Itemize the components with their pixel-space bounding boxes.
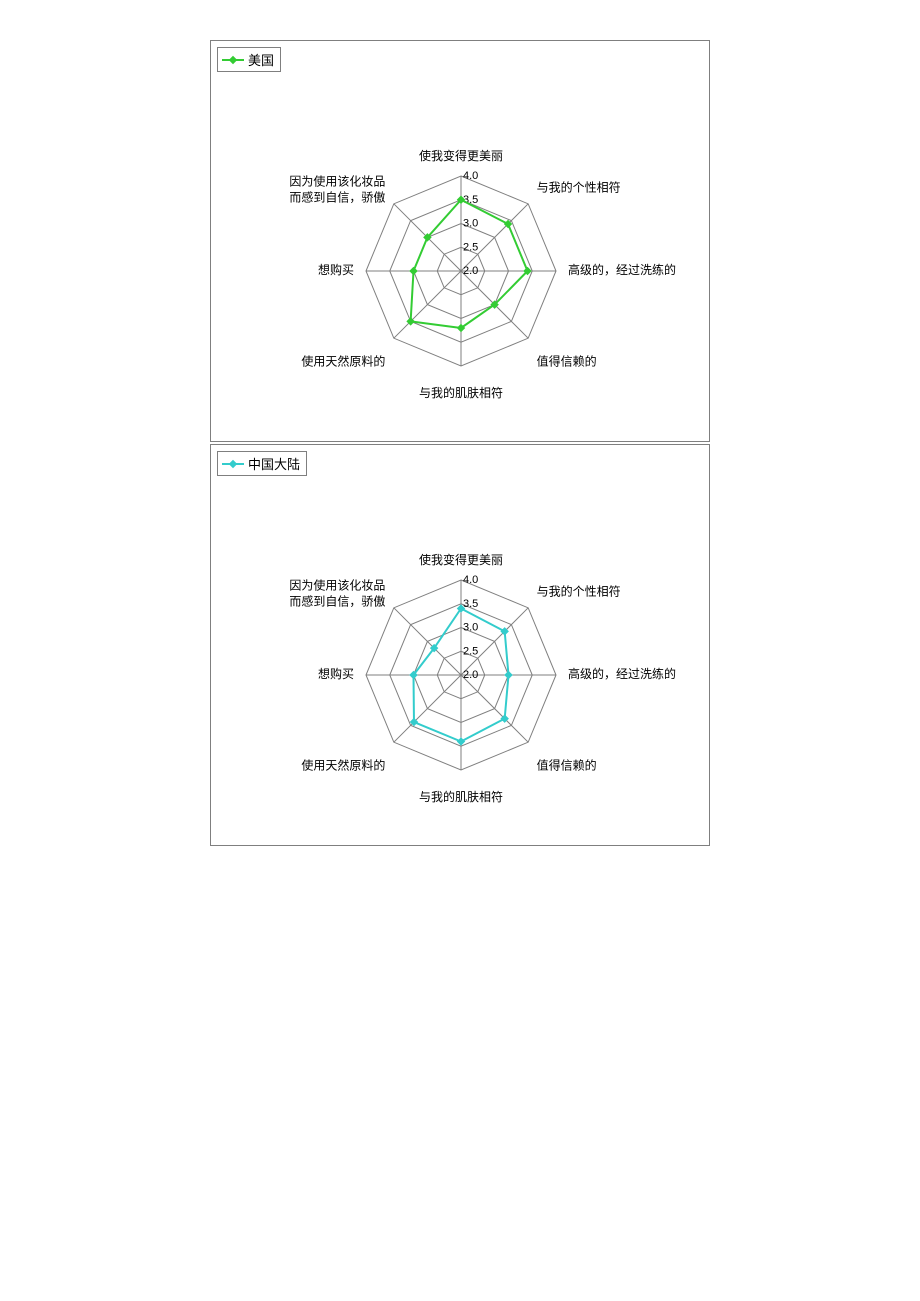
svg-text:3.5: 3.5 (463, 598, 478, 610)
svg-text:使我变得更美丽: 使我变得更美丽 (419, 552, 503, 567)
svg-text:使我变得更美丽: 使我变得更美丽 (419, 148, 503, 163)
svg-text:高级的，经过洗练的: 高级的，经过洗练的 (568, 262, 676, 277)
svg-text:与我的肌肤相符: 与我的肌肤相符 (419, 789, 503, 804)
svg-text:4.0: 4.0 (463, 170, 478, 182)
svg-text:2.5: 2.5 (463, 645, 478, 657)
svg-text:因为使用该化妆品: 因为使用该化妆品 (289, 577, 385, 592)
legend-label: 中国大陆 (248, 454, 300, 473)
svg-text:2.0: 2.0 (463, 265, 478, 277)
legend-line-icon (222, 59, 244, 61)
svg-text:4.0: 4.0 (463, 574, 478, 586)
svg-text:与我的个性相符: 与我的个性相符 (537, 583, 621, 598)
svg-text:值得信赖的: 值得信赖的 (537, 353, 597, 368)
svg-text:3.0: 3.0 (463, 622, 478, 634)
svg-text:3.0: 3.0 (463, 218, 478, 230)
legend-box: 美国 (217, 47, 281, 72)
radar-chart-usa: 2.02.53.03.54.0使我变得更美丽与我的个性相符高级的，经过洗练的值得… (211, 111, 709, 411)
legend-box: 中国大陆 (217, 451, 307, 476)
legend-label: 美国 (248, 50, 274, 69)
svg-text:使用天然原料的: 使用天然原料的 (301, 353, 385, 368)
svg-text:想购买: 想购买 (318, 262, 354, 277)
radar-panel-china: 中国大陆 2.0 2.5 3.0 3.5 4.0 使我变得更美丽与我的个性相符高级的，经过… (210, 444, 710, 846)
svg-text:而感到自信，骄傲: 而感到自信，骄傲 (289, 593, 385, 608)
radar-panel-usa: 美国 2.02.53.03.54.0使我变得更美丽与我的个性相符高级的，经过洗练… (210, 40, 710, 442)
svg-text:而感到自信，骄傲: 而感到自信，骄傲 (289, 189, 385, 204)
svg-text:高级的，经过洗练的: 高级的，经过洗练的 (568, 666, 676, 681)
svg-text:使用天然原料的: 使用天然原料的 (301, 757, 385, 772)
svg-text:2.5: 2.5 (463, 241, 478, 253)
svg-text:因为使用该化妆品: 因为使用该化妆品 (289, 173, 385, 188)
svg-text:想购买: 想购买 (318, 666, 354, 681)
svg-text:值得信赖的: 值得信赖的 (537, 757, 597, 772)
svg-text:2.0: 2.0 (463, 669, 478, 681)
radar-chart-china: 2.0 2.5 3.0 3.5 4.0 使我变得更美丽与我的个性相符高级的，经过洗练的值得… (211, 515, 709, 815)
svg-text:与我的肌肤相符: 与我的肌肤相符 (419, 385, 503, 400)
svg-text:与我的个性相符: 与我的个性相符 (537, 179, 621, 194)
page: 美国 2.02.53.03.54.0使我变得更美丽与我的个性相符高级的，经过洗练… (210, 40, 710, 846)
legend-line-icon (222, 463, 244, 465)
